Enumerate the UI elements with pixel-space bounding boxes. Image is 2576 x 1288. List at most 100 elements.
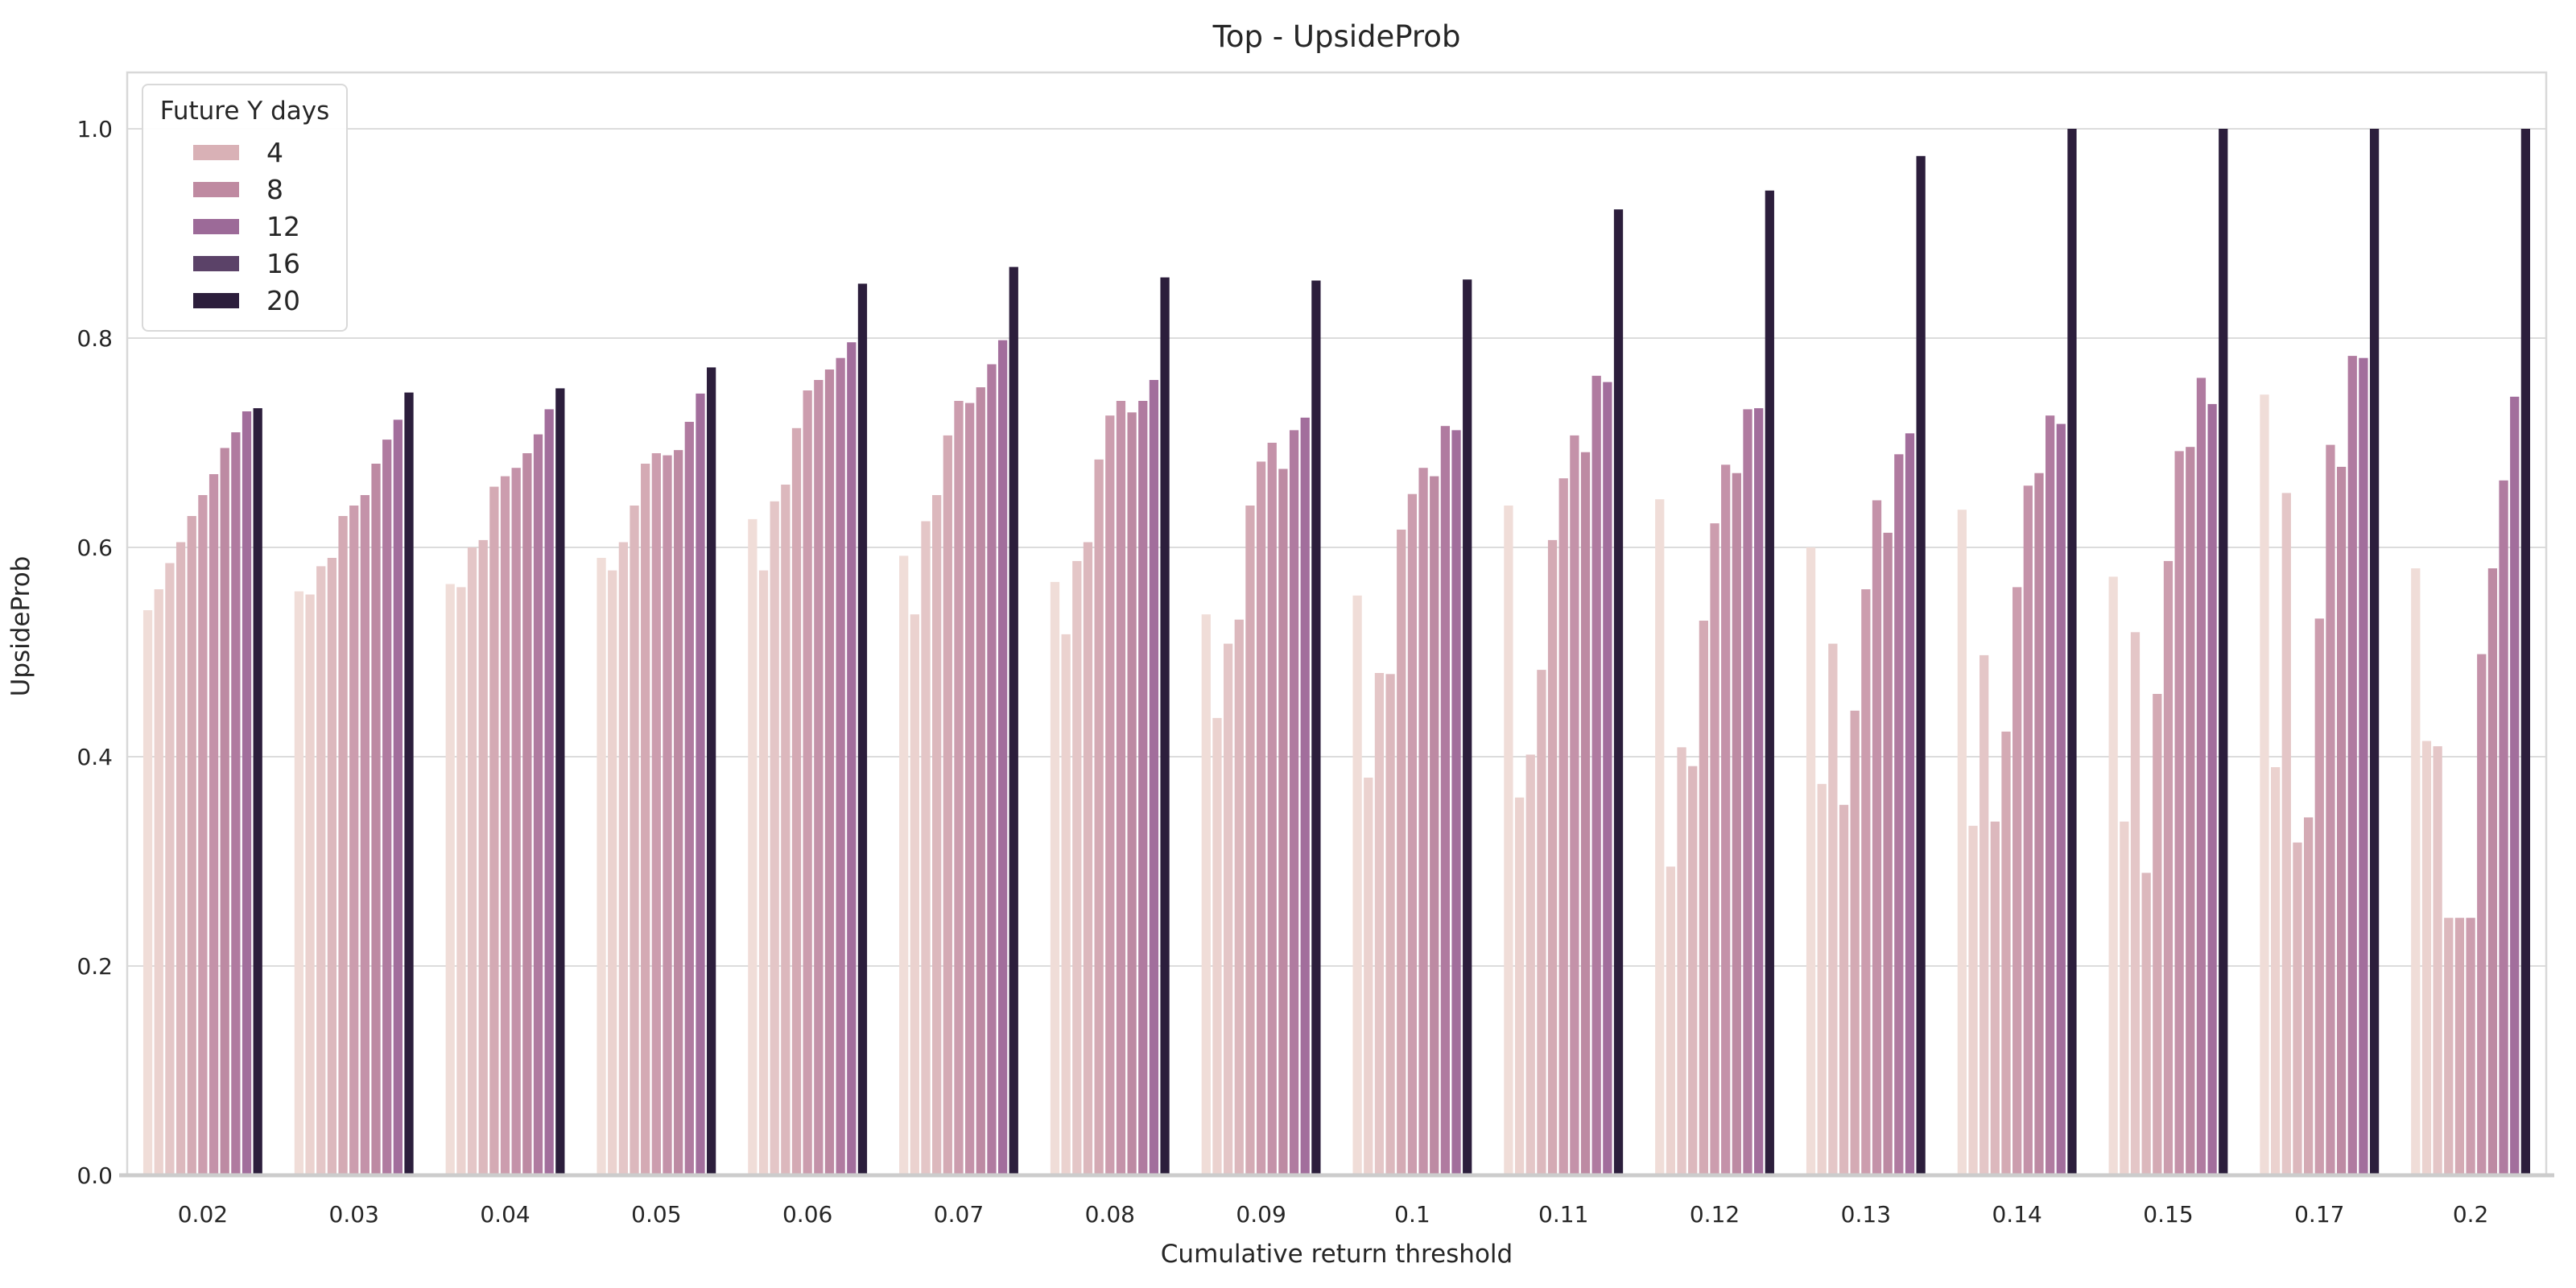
bar <box>1451 430 1461 1175</box>
bar <box>663 455 672 1175</box>
bar <box>943 435 952 1175</box>
bar <box>175 542 186 1175</box>
x-tick-label: 0.1 <box>1394 1201 1430 1228</box>
bar <box>2001 731 2011 1175</box>
bar <box>2056 423 2066 1175</box>
bar <box>544 409 554 1175</box>
bar <box>770 501 779 1175</box>
bar <box>1916 155 1926 1175</box>
bar <box>1968 825 1978 1175</box>
bar <box>2163 560 2174 1175</box>
bar <box>242 411 252 1175</box>
bar <box>1721 464 1731 1175</box>
bar <box>2359 357 2368 1175</box>
bar <box>1278 469 1288 1175</box>
bar <box>781 485 791 1175</box>
x-tick-label: 0.06 <box>782 1201 832 1228</box>
bar <box>2174 451 2184 1175</box>
bar <box>1083 542 1093 1175</box>
bar <box>641 464 650 1175</box>
bar <box>1957 510 1967 1175</box>
y-tick-label: 0.0 <box>76 1162 113 1189</box>
bar <box>2487 568 2498 1175</box>
bar <box>1364 778 1373 1175</box>
x-tick-label: 0.09 <box>1236 1201 1286 1228</box>
bar <box>954 401 964 1175</box>
bar <box>707 367 716 1175</box>
x-tick-label: 0.04 <box>480 1201 530 1228</box>
bar <box>857 283 868 1175</box>
bar <box>1861 589 1871 1175</box>
bar <box>1732 473 1741 1175</box>
x-axis-label: Cumulative return threshold <box>1160 1240 1513 1269</box>
bar <box>1223 643 1233 1175</box>
bar <box>1050 581 1060 1175</box>
bar <box>198 495 208 1175</box>
bar <box>674 450 683 1175</box>
bar <box>478 539 488 1175</box>
bar <box>2454 918 2465 1175</box>
bar <box>1245 506 1255 1175</box>
bar <box>2499 480 2508 1175</box>
bar <box>1212 717 1222 1175</box>
bar <box>316 566 326 1175</box>
bar <box>814 380 824 1175</box>
bar <box>597 558 606 1175</box>
bar <box>824 369 835 1175</box>
y-tick-label: 0.6 <box>76 535 113 561</box>
legend-item: 12 <box>143 208 346 245</box>
bar <box>1289 430 1299 1175</box>
bar <box>608 570 617 1175</box>
bar <box>2196 378 2207 1175</box>
legend-item-label: 8 <box>266 173 283 205</box>
bar <box>1666 866 1676 1175</box>
bar <box>1267 443 1277 1175</box>
legend-swatch <box>193 218 239 234</box>
bar <box>2281 493 2291 1175</box>
bar <box>2314 618 2324 1175</box>
bar <box>2120 821 2129 1175</box>
legend-swatch <box>193 292 239 308</box>
bar <box>371 464 381 1175</box>
bar <box>803 390 812 1175</box>
legend-item: 8 <box>143 171 346 208</box>
bar <box>456 587 466 1175</box>
bar <box>651 453 661 1175</box>
bar <box>1105 415 1115 1175</box>
x-tick-label: 0.17 <box>2294 1201 2344 1228</box>
x-tick-label: 0.11 <box>1538 1201 1588 1228</box>
bar <box>1160 277 1170 1176</box>
bar <box>522 453 532 1175</box>
bar <box>555 388 565 1175</box>
bar <box>1300 417 1310 1175</box>
x-tick-label: 0.14 <box>1992 1201 2041 1228</box>
bar <box>2477 654 2487 1175</box>
bar <box>1905 433 1915 1175</box>
y-axis-label: UpsideProb <box>6 555 35 697</box>
legend-item-label: 20 <box>266 284 300 316</box>
bar <box>1806 547 1816 1175</box>
bar <box>1385 674 1395 1175</box>
x-tick-label: 0.03 <box>329 1201 379 1228</box>
bar <box>2067 129 2077 1175</box>
bar <box>2433 746 2442 1175</box>
bar <box>1558 478 1568 1175</box>
bar <box>2046 415 2055 1175</box>
legend-item-label: 12 <box>266 210 300 242</box>
bar <box>1397 529 1406 1175</box>
bar <box>2260 394 2269 1175</box>
bar <box>630 506 639 1175</box>
bar <box>1677 747 1686 1175</box>
x-tick-label: 0.05 <box>631 1201 681 1228</box>
bar <box>393 419 402 1175</box>
bar <box>1603 382 1612 1176</box>
bar <box>1149 380 1159 1175</box>
bar <box>187 516 196 1175</box>
bar <box>2153 694 2162 1175</box>
bar <box>1872 500 1882 1175</box>
bar <box>1570 435 1579 1175</box>
bar <box>1504 506 1513 1175</box>
bar <box>1311 280 1321 1175</box>
bar <box>1990 821 2000 1175</box>
bar <box>500 476 510 1175</box>
